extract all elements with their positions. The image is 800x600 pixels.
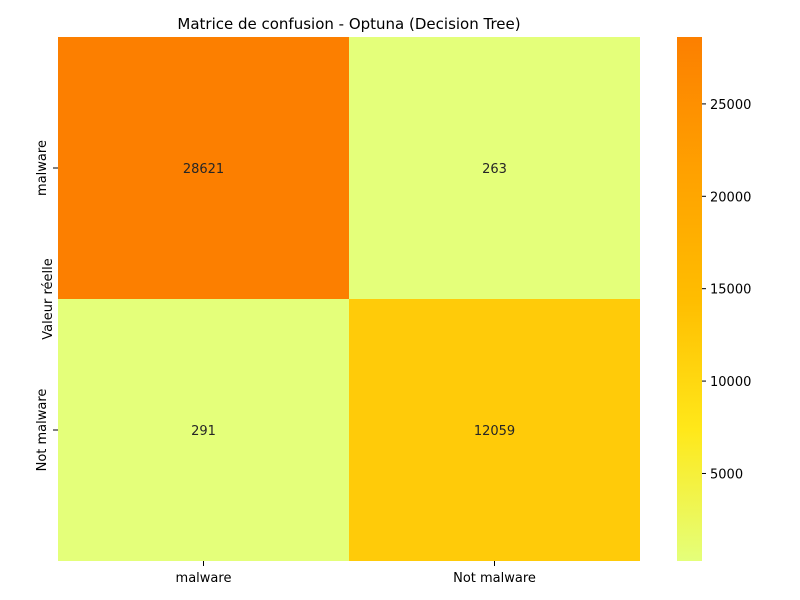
colorbar-tick-label: 5000 (710, 467, 743, 482)
colorbar-tick-label: 10000 (710, 375, 751, 390)
colorbar (677, 37, 702, 561)
cell-value-label: 291 (191, 424, 216, 439)
cell-value-label: 28621 (183, 162, 224, 177)
colorbar-tick-label: 20000 (710, 190, 751, 205)
y-axis-ticks: malware Not malware (35, 140, 58, 471)
heatmap-cell (58, 37, 349, 299)
heatmap-cell (349, 37, 640, 299)
x-tick-label: malware (176, 571, 232, 586)
y-tick-label: Not malware (35, 389, 50, 472)
cell-value-label: 12059 (474, 424, 515, 439)
heatmap-cell (58, 299, 349, 561)
y-axis-label: Valeur réelle (41, 258, 56, 339)
colorbar-tick-label: 15000 (710, 283, 751, 298)
cell-value-label: 263 (482, 162, 507, 177)
x-tick-label: Not malware (453, 571, 536, 586)
chart-title: Matrice de confusion - Optuna (Decision … (177, 15, 520, 33)
y-tick-label: malware (35, 140, 50, 196)
heatmap-cells: 28621 263 291 12059 (58, 37, 640, 561)
x-axis-ticks: malware Not malware (176, 561, 536, 586)
colorbar-tick-label: 25000 (710, 98, 751, 113)
heatmap-cell (349, 299, 640, 561)
colorbar-ticks: 5000 10000 15000 20000 25000 (702, 98, 751, 482)
